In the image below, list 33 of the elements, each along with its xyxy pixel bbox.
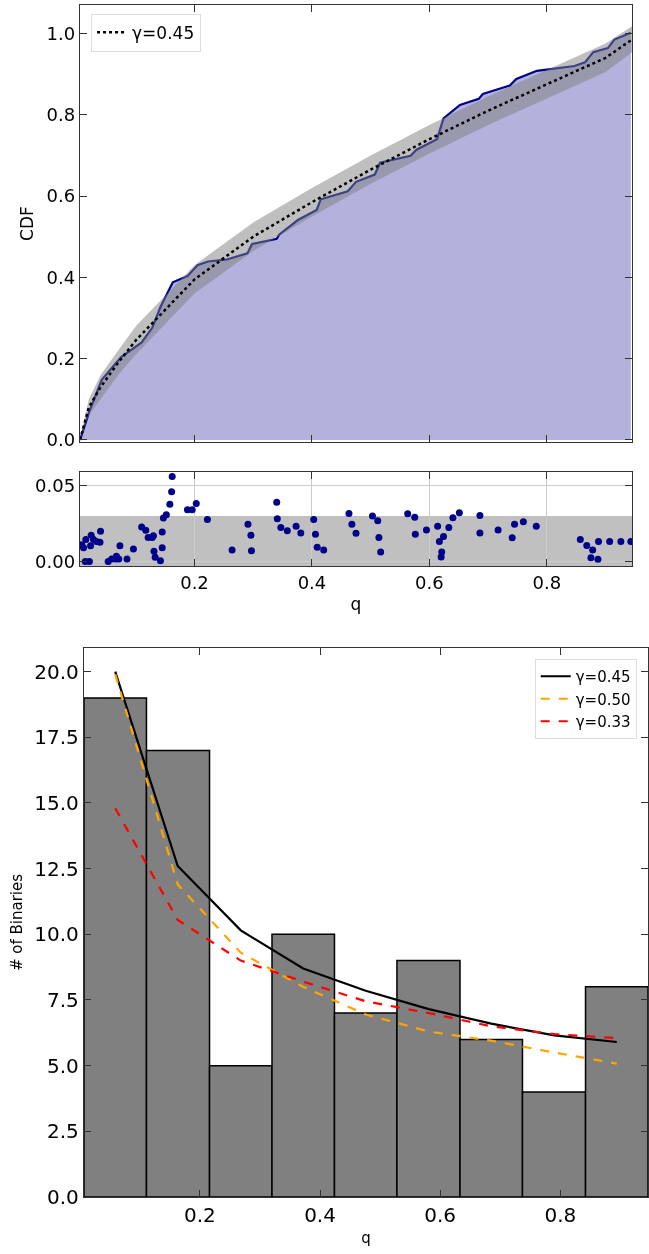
y-tick-label: 1.0 xyxy=(46,22,76,44)
x-tick-label: 0.6 xyxy=(424,1203,457,1228)
y-tick-label: 0.4 xyxy=(46,266,76,288)
y-axis-title: # of Binaries xyxy=(7,873,26,972)
legend-label: γ=0.33 xyxy=(575,713,631,732)
x-tick-label: 0.6 xyxy=(415,571,444,593)
y-tick-label: 0.05 xyxy=(35,474,76,496)
x-tick-label: 0.4 xyxy=(304,1203,336,1228)
x-tick-label: 0.8 xyxy=(532,571,562,593)
x-tick-label: 0.8 xyxy=(544,1203,577,1228)
y-tick-label: 0.2 xyxy=(46,347,76,369)
legend-label: γ=0.45 xyxy=(132,22,195,43)
y-tick-label: 5.0 xyxy=(46,1053,79,1078)
y-tick-label: 0.00 xyxy=(35,550,76,572)
y-tick-label: 7.5 xyxy=(46,987,79,1012)
y-tick-label: 10.0 xyxy=(34,922,79,947)
y-tick-label: 17.5 xyxy=(34,725,79,750)
y-tick-label: 20.0 xyxy=(34,659,79,684)
y-axis-title: CDF xyxy=(17,206,38,241)
x-tick-label: 0.2 xyxy=(184,1203,216,1228)
legend-label: γ=0.45 xyxy=(575,668,631,687)
y-tick-label: 12.5 xyxy=(34,856,79,881)
x-axis-title: q xyxy=(361,1229,371,1248)
y-tick-label: 0.0 xyxy=(46,1185,79,1209)
x-tick-label: 0.2 xyxy=(180,571,209,593)
y-tick-label: 15.0 xyxy=(34,790,79,815)
x-tick-label: 0.4 xyxy=(297,571,327,593)
y-tick-label: 0.8 xyxy=(46,104,76,126)
legend-label: γ=0.50 xyxy=(575,690,631,709)
y-tick-label: 2.5 xyxy=(46,1119,79,1144)
y-tick-label: 0.0 xyxy=(46,429,76,451)
x-axis-title: q xyxy=(350,594,362,615)
y-tick-label: 0.6 xyxy=(46,185,76,207)
